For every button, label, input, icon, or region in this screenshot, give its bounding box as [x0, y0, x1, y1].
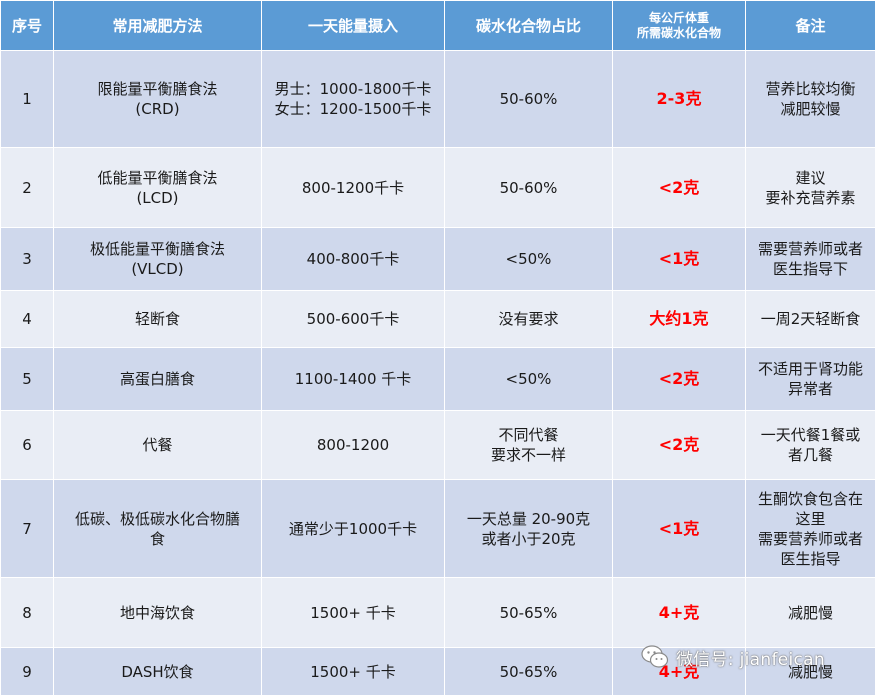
table-row: 2 低能量平衡膳食法 (LCD) 800-1200千卡 50-60% <2克 建…: [0, 147, 875, 228]
cell-note: 不适用于肾功能 异常者: [745, 347, 875, 411]
cell-carb-per-kg: 4+克: [612, 647, 746, 696]
table-row: 9 DASH饮食 1500+ 千卡 50-65% 4+克 减肥慢: [0, 647, 875, 696]
header-energy: 一天能量摄入: [261, 0, 445, 51]
cell-carb-ratio: 不同代餐 要求不一样: [444, 410, 613, 480]
wechat-icon: [641, 645, 669, 668]
header-no: 序号: [0, 0, 54, 51]
table-row: 8 地中海饮食 1500+ 千卡 50-65% 4+克 减肥慢: [0, 577, 875, 648]
header-method: 常用减肥方法: [53, 0, 262, 51]
cell-carb-ratio: 一天总量 20-90克 或者小于20克: [444, 479, 613, 578]
cell-method: 轻断食: [53, 290, 262, 348]
cell-carb-ratio: 50-65%: [444, 647, 613, 696]
table-row: 3 极低能量平衡膳食法 (VLCD) 400-800千卡 <50% <1克 需要…: [0, 227, 875, 291]
table-row: 4 轻断食 500-600千卡 没有要求 大约1克 一周2天轻断食: [0, 290, 875, 348]
cell-method: 地中海饮食: [53, 577, 262, 648]
table-row: 7 低碳、极低碳水化合物膳 食 通常少于1000千卡 一天总量 20-90克 或…: [0, 479, 875, 578]
cell-method: 限能量平衡膳食法 (CRD): [53, 50, 262, 148]
cell-no: 9: [0, 647, 54, 696]
cell-energy: 400-800千卡: [261, 227, 445, 291]
table-row: 1 限能量平衡膳食法 (CRD) 男士：1000-1800千卡 女士：1200-…: [0, 50, 875, 148]
cell-no: 4: [0, 290, 54, 348]
cell-carb-ratio: 50-60%: [444, 50, 613, 148]
cell-carb-per-kg: <1克: [612, 479, 746, 578]
cell-note: 营养比较均衡 减肥较慢: [745, 50, 875, 148]
cell-energy: 1500+ 千卡: [261, 577, 445, 648]
cell-no: 7: [0, 479, 54, 578]
cell-carb-per-kg: 4+克: [612, 577, 746, 648]
cell-note: 需要营养师或者 医生指导下: [745, 227, 875, 291]
cell-carb-per-kg: <2克: [612, 410, 746, 480]
watermark-text: 微信号: jianfeican: [676, 649, 825, 670]
header-row: 序号 常用减肥方法 一天能量摄入 碳水化合物占比 每公斤体重 所需碳水化合物 备…: [0, 0, 875, 51]
cell-note: 生酮饮食包含在 这里 需要营养师或者 医生指导: [745, 479, 875, 578]
cell-no: 8: [0, 577, 54, 648]
header-note: 备注: [745, 0, 875, 51]
cell-note: 建议 要补充营养素: [745, 147, 875, 228]
cell-carb-per-kg: <2克: [612, 347, 746, 411]
header-carb-ratio: 碳水化合物占比: [444, 0, 613, 51]
table-row: 6 代餐 800-1200 不同代餐 要求不一样 <2克 一天代餐1餐或 者几餐: [0, 410, 875, 480]
cell-carb-ratio: 50-60%: [444, 147, 613, 228]
cell-energy: 1100-1400 千卡: [261, 347, 445, 411]
cell-carb-per-kg: 2-3克: [612, 50, 746, 148]
cell-no: 3: [0, 227, 54, 291]
cell-energy: 1500+ 千卡: [261, 647, 445, 696]
cell-carb-ratio: 没有要求: [444, 290, 613, 348]
cell-no: 1: [0, 50, 54, 148]
cell-no: 2: [0, 147, 54, 228]
cell-no: 6: [0, 410, 54, 480]
cell-carb-ratio: <50%: [444, 227, 613, 291]
cell-method: 低碳、极低碳水化合物膳 食: [53, 479, 262, 578]
watermark: 微信号: jianfeican: [640, 640, 825, 674]
cell-carb-per-kg: <1克: [612, 227, 746, 291]
cell-note: 一周2天轻断食: [745, 290, 875, 348]
cell-energy: 通常少于1000千卡: [261, 479, 445, 578]
cell-no: 5: [0, 347, 54, 411]
cell-energy: 800-1200千卡: [261, 147, 445, 228]
cell-method: 低能量平衡膳食法 (LCD): [53, 147, 262, 228]
cell-method: 代餐: [53, 410, 262, 480]
cell-carb-per-kg: <2克: [612, 147, 746, 228]
cell-energy: 800-1200: [261, 410, 445, 480]
cell-carb-per-kg: 大约1克: [612, 290, 746, 348]
cell-method: 极低能量平衡膳食法 (VLCD): [53, 227, 262, 291]
cell-note: 减肥慢: [745, 647, 875, 696]
cell-energy: 男士：1000-1800千卡 女士：1200-1500千卡: [261, 50, 445, 148]
cell-carb-ratio: 50-65%: [444, 577, 613, 648]
table-row: 5 高蛋白膳食 1100-1400 千卡 <50% <2克 不适用于肾功能 异常…: [0, 347, 875, 411]
cell-method: DASH饮食: [53, 647, 262, 696]
cell-method: 高蛋白膳食: [53, 347, 262, 411]
header-carb-per-kg: 每公斤体重 所需碳水化合物: [612, 0, 746, 51]
cell-carb-ratio: <50%: [444, 347, 613, 411]
cell-energy: 500-600千卡: [261, 290, 445, 348]
cell-note: 减肥慢: [745, 577, 875, 648]
cell-note: 一天代餐1餐或 者几餐: [745, 410, 875, 480]
